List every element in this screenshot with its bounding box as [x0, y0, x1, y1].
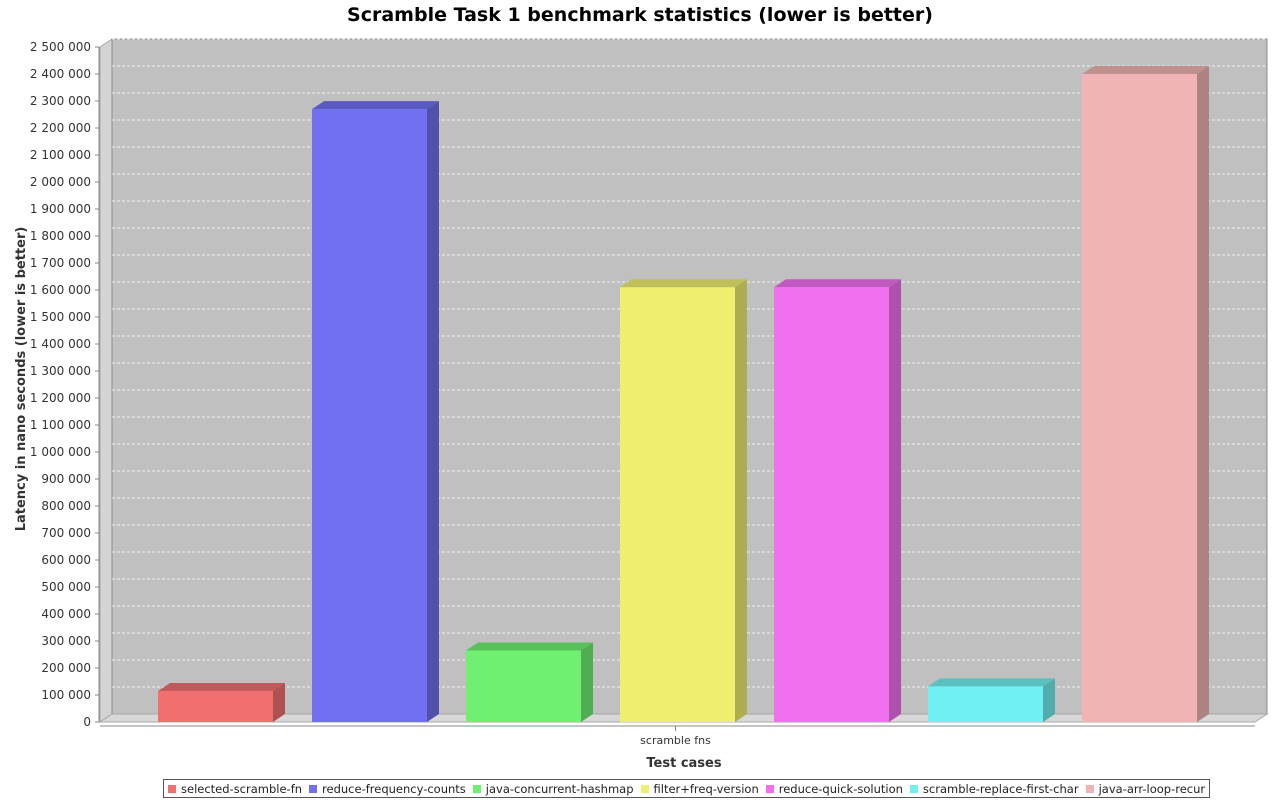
- bar-front: [312, 109, 427, 723]
- y-tick-label: 1 000 000: [30, 445, 91, 459]
- y-tick-label: 1 100 000: [30, 418, 91, 432]
- bar-front: [620, 287, 735, 722]
- bar-top: [620, 279, 747, 288]
- bar-side: [427, 101, 439, 723]
- y-tick-label: 1 300 000: [30, 364, 91, 378]
- legend-swatch: [765, 784, 774, 793]
- y-tick-label: 1 400 000: [30, 337, 91, 351]
- bar-side: [273, 682, 285, 722]
- legend-label: java-arr-loop-recur: [1098, 781, 1206, 796]
- y-tick-label: 1 800 000: [30, 229, 91, 243]
- legend-label: reduce-frequency-counts: [322, 781, 466, 796]
- y-tick-label: 700 000: [41, 526, 91, 540]
- legend-item: filter+freq-version: [640, 781, 759, 796]
- legend-label: filter+freq-version: [653, 781, 759, 796]
- legend-label: scramble-replace-first-char: [922, 781, 1079, 796]
- bar-scramble-replace-first-char: [928, 678, 1055, 722]
- bar-top: [466, 642, 593, 651]
- legend-item: selected-scramble-fn: [168, 782, 302, 796]
- bar-side: [581, 642, 593, 722]
- y-tick-label: 2 200 000: [30, 121, 91, 135]
- y-tick-label: 1 700 000: [30, 256, 91, 270]
- y-tick-label: 2 400 000: [30, 67, 91, 81]
- bar-top: [1082, 66, 1209, 74]
- legend-swatch: [1085, 784, 1094, 793]
- bar-front: [158, 690, 273, 722]
- bar-front: [928, 686, 1043, 722]
- bar-java-concurrent-hashmap: [466, 642, 593, 722]
- y-tick-label: 800 000: [41, 499, 91, 513]
- x-axis-label: Test cases: [646, 756, 721, 771]
- y-tick-label: 300 000: [41, 634, 91, 648]
- y-tick-label: 2 500 000: [30, 40, 91, 54]
- bar-side: [735, 279, 747, 722]
- legend-item: java-arr-loop-recur: [1085, 781, 1206, 796]
- bar-top: [158, 682, 285, 691]
- bar-reduce-frequency-counts: [312, 101, 439, 723]
- y-tick-label: 500 000: [41, 580, 91, 594]
- y-tick-label: 0: [83, 715, 91, 729]
- legend-item: reduce-quick-solution: [765, 781, 903, 796]
- bar-front: [774, 287, 889, 722]
- legend-swatch: [909, 784, 918, 793]
- bar-top: [928, 678, 1055, 687]
- bar-java-arr-loop-recur: [1082, 66, 1209, 722]
- y-tick-label: 400 000: [41, 607, 91, 621]
- y-tick-label: 1 500 000: [30, 310, 91, 324]
- x-tick-label: scramble fns: [640, 734, 711, 747]
- bar-side: [889, 279, 901, 722]
- legend: selected-scramble-fn reduce-frequency-cou…: [163, 779, 1211, 798]
- legend-label: reduce-quick-solution: [778, 781, 903, 796]
- y-tick-label: 900 000: [41, 472, 91, 486]
- legend-label: selected-scramble-fn: [181, 781, 303, 796]
- y-tick-label: 600 000: [41, 553, 91, 567]
- y-axis-label: Latency in nano seconds (lower is better…: [14, 227, 29, 532]
- plot-side-wall: [99, 38, 113, 723]
- bar-side: [1043, 678, 1055, 722]
- y-tick-label: 2 300 000: [30, 94, 91, 108]
- legend-item: reduce-frequency-counts: [309, 782, 466, 796]
- legend-item: scramble-replace-first-char: [909, 781, 1079, 796]
- y-tick-label: 2 100 000: [30, 148, 91, 162]
- y-tick-label: 200 000: [41, 661, 91, 675]
- chart-title: Scramble Task 1 benchmark statistics (lo…: [347, 4, 933, 26]
- legend-label: java-concurrent-hashmap: [485, 781, 634, 796]
- legend-swatch: [472, 784, 481, 793]
- bar-side: [1197, 66, 1209, 722]
- bar-selected-scramble-fn: [158, 682, 285, 722]
- y-tick-label: 1 900 000: [30, 202, 91, 216]
- legend-swatch: [168, 784, 176, 793]
- legend-swatch: [640, 784, 649, 793]
- y-tick-label: 1 200 000: [30, 391, 91, 405]
- y-tick-label: 100 000: [41, 688, 91, 702]
- bar-front: [466, 650, 581, 722]
- bar-top: [312, 101, 439, 110]
- bar-reduce-quick-solution: [774, 279, 901, 722]
- bar-front: [1082, 74, 1197, 722]
- legend-swatch: [309, 784, 318, 793]
- bar-filter+freq-version: [620, 279, 747, 722]
- bar-top: [774, 279, 901, 288]
- y-tick-label: 1 600 000: [30, 283, 91, 297]
- y-tick-label: 2 000 000: [30, 175, 91, 189]
- legend-item: java-concurrent-hashmap: [472, 781, 634, 796]
